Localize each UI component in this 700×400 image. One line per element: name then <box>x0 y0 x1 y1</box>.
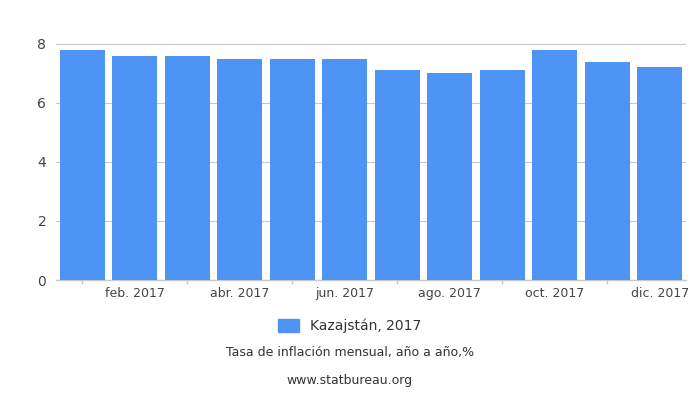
Bar <box>428 73 472 280</box>
Text: Tasa de inflación mensual, año a año,%: Tasa de inflación mensual, año a año,% <box>226 346 474 359</box>
Bar <box>533 50 577 280</box>
Bar <box>113 56 157 280</box>
Bar <box>480 70 524 280</box>
Bar <box>585 62 629 280</box>
Bar <box>218 58 262 280</box>
Bar <box>60 50 104 280</box>
Bar <box>323 58 367 280</box>
Text: www.statbureau.org: www.statbureau.org <box>287 374 413 387</box>
Legend: Kazajstán, 2017: Kazajstán, 2017 <box>279 319 421 334</box>
Bar <box>270 58 314 280</box>
Bar <box>375 70 419 280</box>
Bar <box>638 68 682 280</box>
Bar <box>165 56 209 280</box>
